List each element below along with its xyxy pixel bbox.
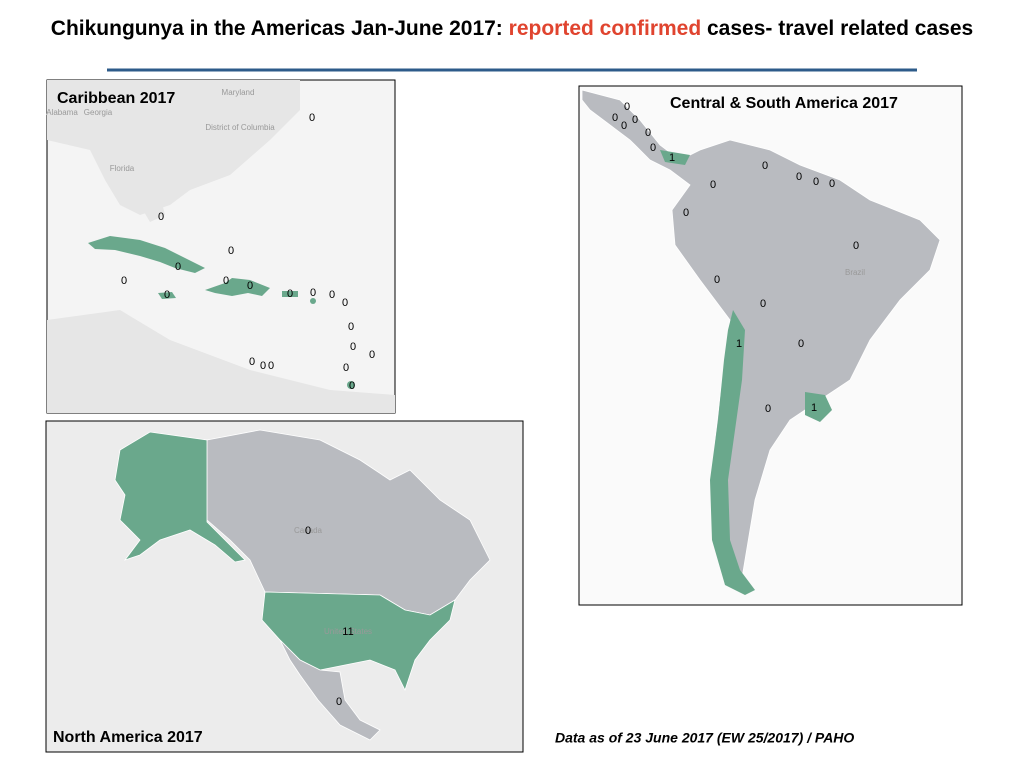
- north-america-panel: North America 2017: [45, 420, 524, 753]
- case-count: 0: [710, 179, 716, 191]
- case-count: 0: [175, 261, 181, 273]
- place-label: Maryland: [222, 88, 255, 97]
- panel-title: Central & South America 2017: [670, 95, 898, 112]
- case-count: 0: [343, 362, 349, 374]
- place-label: Brazil: [845, 268, 865, 277]
- uruguay: [805, 392, 832, 422]
- cuba: [88, 236, 205, 273]
- case-count: 0: [612, 112, 618, 124]
- case-count: 0: [342, 297, 348, 309]
- land: [47, 310, 395, 413]
- case-count: 0: [829, 178, 835, 190]
- island: [310, 298, 316, 304]
- case-count: 0: [683, 207, 689, 219]
- case-count: 0: [164, 289, 170, 301]
- case-count: 1: [736, 338, 742, 350]
- case-count: 0: [765, 403, 771, 415]
- hispaniola: [205, 278, 270, 296]
- title: Chikungunya in the Americas Jan-June 201…: [0, 16, 1024, 42]
- case-count: 0: [228, 245, 234, 257]
- place-label: Georgia: [84, 108, 113, 117]
- place-label: Canada: [294, 526, 323, 535]
- case-count: 11: [342, 626, 353, 638]
- place-label: Alabama: [46, 108, 78, 117]
- case-count: 0: [268, 360, 274, 372]
- case-count: 0: [249, 356, 255, 368]
- case-count: 0: [158, 211, 164, 223]
- jamaica: [158, 292, 176, 299]
- land: [47, 80, 300, 215]
- case-count: 0: [329, 289, 335, 301]
- source-note: Data as of 23 June 2017 (EW 25/2017) / P…: [555, 730, 854, 746]
- case-count: 0: [350, 341, 356, 353]
- case-count: 0: [762, 160, 768, 172]
- case-count: 0: [645, 127, 651, 139]
- case-count: 0: [796, 171, 802, 183]
- case-count: 0: [798, 338, 804, 350]
- case-count: 0: [632, 114, 638, 126]
- land: [140, 180, 165, 222]
- title-highlight: reported confirmed: [508, 17, 702, 40]
- chile: [710, 310, 755, 595]
- panel-title: Caribbean 2017: [57, 90, 175, 107]
- case-count: 0: [310, 287, 316, 299]
- case-count: 0: [223, 275, 229, 287]
- mexico: [279, 639, 381, 741]
- panama: [660, 150, 690, 165]
- case-count: 0: [369, 349, 375, 361]
- panel-title: North America 2017: [53, 729, 203, 746]
- case-count: 0: [309, 112, 315, 124]
- land: [581, 89, 941, 591]
- case-count: 0: [624, 101, 630, 113]
- case-count: 0: [121, 275, 127, 287]
- case-count: 0: [305, 525, 311, 537]
- title-part: Chikungunya in the Americas Jan-June 201…: [50, 17, 509, 40]
- island: [347, 381, 355, 389]
- case-count: 0: [621, 120, 627, 132]
- case-count: 0: [714, 274, 720, 286]
- canada: [206, 429, 491, 616]
- case-count: 1: [811, 402, 817, 414]
- alaska: [114, 431, 246, 563]
- case-count: 0: [260, 360, 266, 372]
- case-count: 0: [650, 142, 656, 154]
- case-count: 0: [247, 280, 253, 292]
- case-count: 0: [349, 380, 355, 392]
- case-count: 0: [853, 240, 859, 252]
- south-america-panel: Central & South America 2017: [578, 85, 963, 606]
- case-count: 0: [760, 298, 766, 310]
- place-label: Florida: [110, 164, 135, 173]
- place-label: United States: [324, 627, 372, 636]
- caribbean-panel: Caribbean 2017: [46, 79, 396, 414]
- place-label: District of Columbia: [205, 123, 275, 132]
- case-count: 0: [348, 321, 354, 333]
- case-count: 1: [669, 152, 675, 164]
- title-part: cases- travel related cases: [701, 17, 974, 40]
- puerto-rico: [282, 291, 298, 297]
- case-count: 0: [287, 288, 293, 300]
- case-count: 0: [813, 176, 819, 188]
- case-count: 0: [336, 696, 342, 708]
